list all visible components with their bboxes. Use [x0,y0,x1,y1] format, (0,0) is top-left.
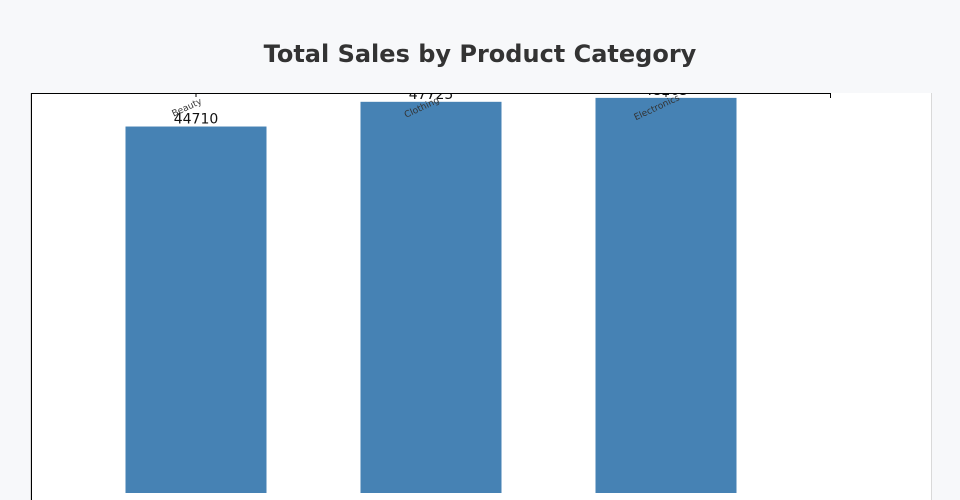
chart-panel: 44710Beauty47725Clothing48205Electronics [30,93,932,500]
value-label-beauty: 44710 [174,112,219,128]
bars-group [125,97,737,494]
chart-title: Total Sales by Product Category [263,40,697,68]
value-label-clothing: 47725 [409,93,454,103]
bar-electronics [595,97,737,494]
bar-chart: 44710Beauty47725Clothing48205Electronics [31,93,831,500]
bar-beauty [125,126,267,493]
bar-clothing [360,101,502,494]
